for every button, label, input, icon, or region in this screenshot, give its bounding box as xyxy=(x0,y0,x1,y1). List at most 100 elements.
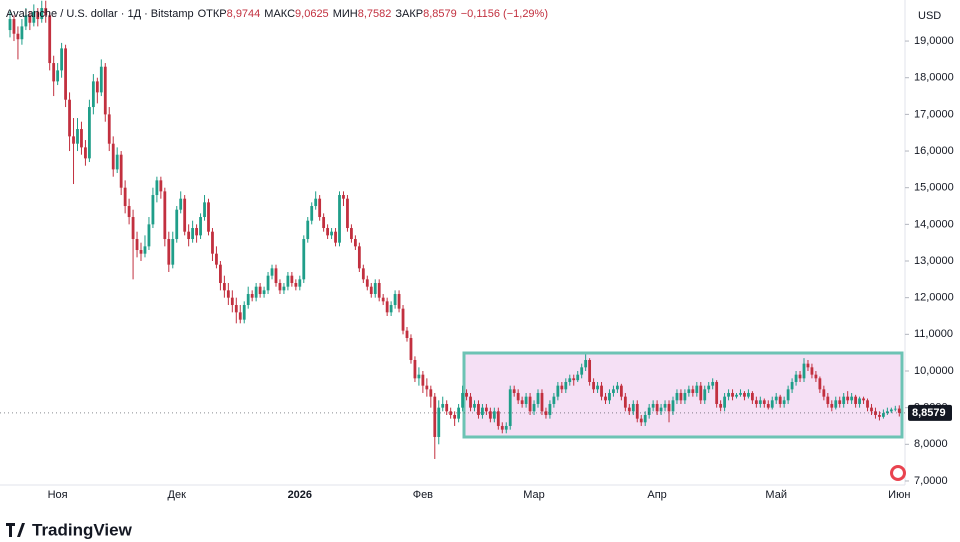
candle-body xyxy=(532,403,536,412)
candle-body xyxy=(290,275,294,284)
candle-body xyxy=(687,389,691,393)
candle-body xyxy=(326,228,329,236)
candle-body xyxy=(373,283,377,295)
candle-body xyxy=(167,239,171,265)
candle-body xyxy=(516,392,520,401)
candle-body xyxy=(88,107,91,159)
candle-body xyxy=(635,403,639,419)
candle-body xyxy=(758,400,762,404)
last-price-box xyxy=(908,404,952,421)
candle-body xyxy=(806,363,810,368)
y-tick-label: 18,0000 xyxy=(914,72,954,84)
candle-body xyxy=(32,11,36,23)
candle-body xyxy=(16,33,20,40)
y-tick-label: 14,0000 xyxy=(914,218,954,230)
candle-body xyxy=(191,228,195,240)
candle-body xyxy=(342,195,345,199)
candle-body xyxy=(834,400,838,408)
brand: TradingView xyxy=(6,520,133,539)
candle-body xyxy=(540,392,544,412)
candle-body xyxy=(409,337,413,360)
candle-body xyxy=(103,66,107,115)
candle-body xyxy=(322,217,326,229)
candle-body xyxy=(766,403,770,408)
candle-body xyxy=(469,396,472,408)
candle-body xyxy=(659,407,663,412)
candle-body xyxy=(330,231,333,236)
candle-body xyxy=(405,330,409,338)
candle-body xyxy=(80,129,83,148)
y-tick-label: 7,0000 xyxy=(914,475,948,487)
x-tick-label: 2026 xyxy=(288,489,312,501)
candle-body xyxy=(99,66,103,93)
candle-body xyxy=(338,195,341,243)
candle-body xyxy=(226,290,230,298)
candle-body xyxy=(481,407,484,415)
candle-body xyxy=(810,367,814,375)
candle-body xyxy=(56,70,60,82)
y-tick-label: 19,0000 xyxy=(914,35,954,47)
candle-body xyxy=(381,297,385,302)
candle-body xyxy=(310,206,314,221)
candle-body xyxy=(40,8,44,20)
candle-body xyxy=(151,195,155,225)
y-tick-label: 11,0000 xyxy=(914,328,953,340)
candle-body xyxy=(401,308,405,331)
candle-body xyxy=(774,396,778,401)
candle-body xyxy=(195,228,198,236)
candle-body xyxy=(135,239,139,251)
change: −0,1156 (−1,29%) xyxy=(460,8,548,20)
candle-body xyxy=(262,290,266,295)
candle-body xyxy=(417,374,421,379)
candle-body xyxy=(353,239,357,247)
candles xyxy=(8,0,901,459)
candle-body xyxy=(377,283,381,298)
candle-body xyxy=(842,396,846,404)
candle-body xyxy=(782,400,786,404)
candle-body xyxy=(560,385,564,390)
y-tick-label: 16,0000 xyxy=(914,145,954,157)
candle-body xyxy=(274,268,278,284)
candle-body xyxy=(798,374,802,379)
candle-body xyxy=(131,217,135,240)
candle-body xyxy=(695,385,699,393)
candle-body xyxy=(616,385,619,390)
ohlc-value: 8,8579 xyxy=(423,8,457,20)
candle-body xyxy=(72,136,75,144)
candle-body xyxy=(219,264,222,284)
candle-body xyxy=(199,217,202,236)
candle-body xyxy=(858,398,861,404)
candle-body xyxy=(608,392,611,401)
candle-body xyxy=(556,385,560,397)
candle-body xyxy=(139,250,143,254)
candle-body xyxy=(572,378,576,381)
x-tick-label: Апр xyxy=(647,489,666,501)
candle-body xyxy=(786,389,790,401)
candle-body xyxy=(76,129,79,144)
candle-body xyxy=(111,143,115,170)
flag-icon-inner xyxy=(893,468,903,478)
candle-body xyxy=(655,403,659,412)
candle-body xyxy=(48,15,52,64)
candle-body xyxy=(536,392,540,404)
candle-body xyxy=(667,403,671,412)
candle-body xyxy=(258,286,262,295)
candle-body xyxy=(115,154,119,170)
currency[interactable]: USD xyxy=(918,10,941,22)
candle-body xyxy=(897,408,901,413)
candle-body xyxy=(453,414,457,419)
candle-body xyxy=(266,275,270,291)
ohlc-value: 9,0625 xyxy=(295,8,329,20)
candle-body xyxy=(679,392,683,401)
candle-body xyxy=(520,400,524,404)
candle-body xyxy=(889,409,893,412)
candle-body xyxy=(369,286,373,295)
candle-body xyxy=(433,396,437,437)
symbol-title: Avalanche / U.S. dollar · 1Д · Bitstamp xyxy=(6,8,194,20)
candle-body xyxy=(234,305,238,313)
candle-body xyxy=(163,191,167,240)
candle-body xyxy=(334,231,337,243)
candle-body xyxy=(127,206,131,218)
candle-body xyxy=(870,407,873,412)
brand-name: TradingView xyxy=(32,520,133,539)
